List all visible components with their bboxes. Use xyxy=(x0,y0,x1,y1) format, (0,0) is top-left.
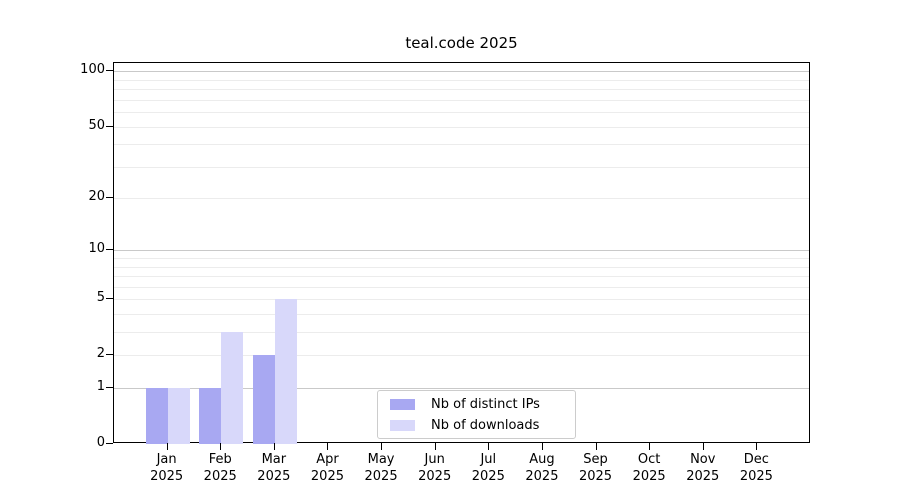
x-tick-year: 2025 xyxy=(310,469,344,484)
gridline-minor xyxy=(114,355,809,357)
x-tick-label: Aug 2025 xyxy=(510,451,574,485)
y-tick-label: 1 xyxy=(96,379,105,395)
x-tick-mark xyxy=(595,443,597,450)
x-tick-label: Jul 2025 xyxy=(456,451,520,485)
gridline-minor xyxy=(114,126,809,128)
x-tick-label: Nov 2025 xyxy=(671,451,735,485)
gridline-minor xyxy=(114,276,809,278)
gridline-minor xyxy=(114,266,809,268)
x-tick-year: 2025 xyxy=(471,469,505,484)
gridline-minor xyxy=(114,79,809,81)
legend-label-distinct-ips: Nb of distinct IPs xyxy=(431,397,540,412)
y-tick-mark xyxy=(106,298,113,300)
legend-swatch-distinct-ips xyxy=(390,399,415,410)
x-tick-month: Sep xyxy=(583,452,608,467)
x-tick-mark xyxy=(488,443,490,450)
gridline-minor xyxy=(114,299,809,301)
gridline-minor xyxy=(114,258,809,260)
bar-downloads-mar xyxy=(274,299,297,444)
legend-label-downloads: Nb of downloads xyxy=(431,418,540,433)
bar-downloads-feb xyxy=(221,332,244,444)
gridline-minor xyxy=(114,144,809,146)
x-tick-year: 2025 xyxy=(686,469,720,484)
y-tick-mark xyxy=(106,125,113,127)
gridline-minor xyxy=(114,286,809,288)
x-tick-year: 2025 xyxy=(203,469,237,484)
x-tick-month: Feb xyxy=(208,452,232,467)
y-tick-mark xyxy=(106,249,113,251)
gridline-minor xyxy=(114,112,809,114)
x-tick-year: 2025 xyxy=(257,469,291,484)
y-tick-mark xyxy=(106,70,113,72)
legend-swatch-downloads xyxy=(390,420,415,431)
x-tick-year: 2025 xyxy=(632,469,666,484)
gridline-major xyxy=(114,71,809,73)
x-tick-month: Jul xyxy=(480,452,497,467)
gridline-minor xyxy=(114,314,809,316)
bar-downloads-jan xyxy=(167,388,190,444)
gridline-minor xyxy=(114,332,809,334)
x-tick-year: 2025 xyxy=(739,469,773,484)
legend-entry-downloads: Nb of downloads xyxy=(390,415,575,436)
y-tick-label: 100 xyxy=(80,62,105,78)
y-tick-label: 20 xyxy=(88,189,105,205)
x-tick-mark xyxy=(381,443,383,450)
x-tick-mark xyxy=(166,443,168,450)
chart-title: teal.code 2025 xyxy=(405,34,518,52)
x-tick-mark xyxy=(273,443,275,450)
x-tick-label: Jan 2025 xyxy=(135,451,199,485)
gridline-minor xyxy=(114,198,809,200)
x-tick-month: Mar xyxy=(261,452,287,467)
bar-distinct-ips-mar xyxy=(252,355,275,444)
x-tick-label: Oct 2025 xyxy=(617,451,681,485)
x-tick-year: 2025 xyxy=(418,469,452,484)
y-tick-label: 5 xyxy=(96,290,105,306)
legend-entry-distinct-ips: Nb of distinct IPs xyxy=(390,394,575,415)
x-tick-label: May 2025 xyxy=(349,451,413,485)
gridline-minor xyxy=(114,89,809,91)
y-tick-mark xyxy=(106,443,113,444)
y-tick-mark xyxy=(106,197,113,199)
gridline-major xyxy=(114,250,809,252)
x-tick-mark xyxy=(702,443,704,450)
x-tick-mark xyxy=(434,443,436,450)
x-tick-mark xyxy=(756,443,758,450)
x-tick-month: Dec xyxy=(743,452,769,467)
y-tick-label: 0 xyxy=(96,435,105,450)
x-tick-label: Mar 2025 xyxy=(242,451,306,485)
y-tick-mark xyxy=(106,354,113,356)
y-tick-label: 2 xyxy=(96,346,105,362)
x-tick-year: 2025 xyxy=(150,469,184,484)
x-tick-label: Sep 2025 xyxy=(564,451,628,485)
x-tick-month: Jun xyxy=(424,452,445,467)
x-tick-year: 2025 xyxy=(578,469,613,484)
x-tick-month: May xyxy=(367,452,395,467)
x-tick-mark xyxy=(541,443,543,450)
x-tick-month: Aug xyxy=(529,452,555,467)
x-tick-label: Dec 2025 xyxy=(724,451,788,485)
gridline-major xyxy=(114,388,809,390)
x-tick-label: Jun 2025 xyxy=(403,451,467,485)
x-tick-mark xyxy=(649,443,651,450)
y-tick-label: 50 xyxy=(88,117,105,133)
x-tick-year: 2025 xyxy=(525,469,559,484)
y-tick-mark xyxy=(106,387,113,389)
bar-distinct-ips-jan xyxy=(145,388,168,444)
plot-area: Nb of distinct IPs Nb of downloads xyxy=(113,62,810,444)
x-tick-month: Jan xyxy=(156,452,177,467)
bar-distinct-ips-feb xyxy=(199,388,222,444)
x-tick-month: Apr xyxy=(316,452,339,467)
x-tick-label: Feb 2025 xyxy=(188,451,252,485)
y-tick-label: 10 xyxy=(88,241,105,257)
x-tick-label: Apr 2025 xyxy=(295,451,359,485)
x-tick-year: 2025 xyxy=(364,469,398,484)
x-tick-mark xyxy=(220,443,222,450)
legend: Nb of distinct IPs Nb of downloads xyxy=(377,390,576,439)
x-tick-month: Oct xyxy=(637,452,661,467)
x-tick-month: Nov xyxy=(690,452,716,467)
gridline-minor xyxy=(114,166,809,168)
x-tick-mark xyxy=(327,443,329,450)
gridline-minor xyxy=(114,99,809,101)
